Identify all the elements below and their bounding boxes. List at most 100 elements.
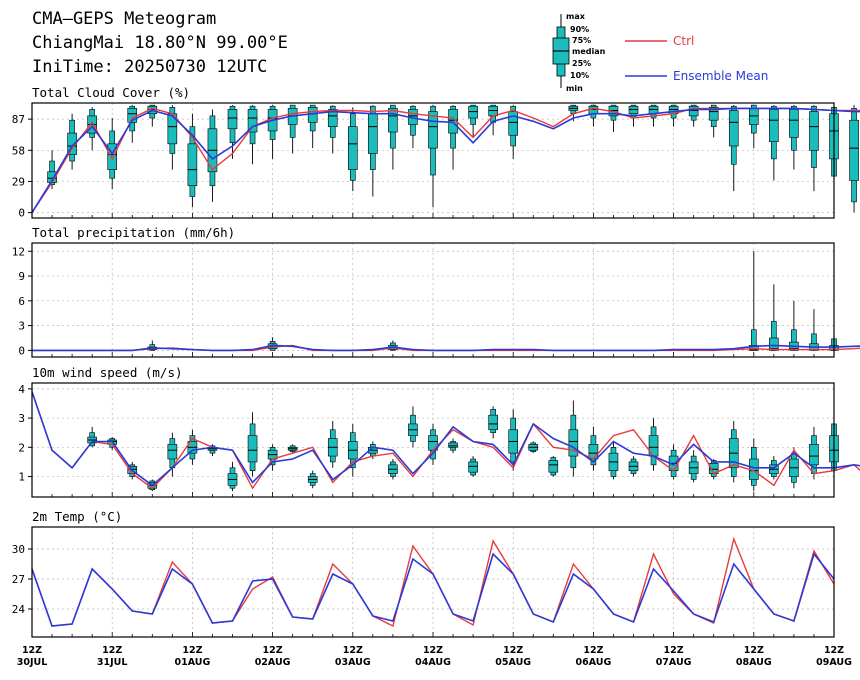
panel-frame: [31, 242, 835, 358]
box-plot: [87, 426, 97, 448]
box-plot: [548, 456, 559, 477]
legend-max-label: max: [566, 12, 586, 21]
box-plot: [408, 105, 418, 149]
y-tick-label: 4: [18, 383, 25, 396]
box-legend: max 90% 75% median 25% 10% min: [552, 12, 606, 93]
box-plot: [528, 441, 539, 454]
box-p25-p75: [809, 444, 819, 466]
box-p25-p75: [588, 105, 599, 115]
box-p25-p75: [748, 345, 759, 351]
box-plot: [247, 412, 258, 477]
box-plot: [287, 104, 298, 154]
x-tick-hour: 12Z: [182, 645, 202, 656]
box-plot: [608, 104, 619, 133]
x-tick-hour: 12Z: [343, 645, 363, 656]
box-plot: [789, 105, 799, 170]
box-plot: [748, 251, 759, 351]
box-plot: [388, 104, 398, 170]
box-p25-p75: [849, 119, 859, 181]
box-plot: [688, 450, 699, 483]
box-p25-p75: [789, 109, 799, 138]
x-tick-date: 04AUG: [415, 657, 451, 668]
y-tick-label: 2: [18, 441, 25, 454]
y-tick-label: 27: [12, 573, 25, 586]
box-plot: [809, 426, 819, 480]
mean-series-line: [31, 391, 860, 487]
box-plot: [267, 337, 278, 351]
x-tick-date: 30JUL: [17, 657, 48, 668]
box-plot: [267, 105, 278, 159]
x-tick-hour: 12Z: [102, 645, 122, 656]
box-plot: [508, 105, 519, 159]
box-plot: [368, 105, 378, 197]
box-p25-p75: [247, 435, 258, 463]
box-plot: [468, 104, 478, 138]
location-label: ChiangMai 18.80°N 99.00°E: [32, 33, 288, 53]
box-plot: [668, 104, 679, 127]
legend-mean-label: Ensemble Mean: [673, 69, 768, 83]
x-tick-date: 09AUG: [816, 657, 852, 668]
panel-frame: [31, 102, 835, 219]
x-axis: 12Z30JUL12Z31JUL12Z01AUG12Z02AUG12Z03AUG…: [17, 645, 852, 668]
box-p25-p75: [748, 108, 759, 125]
box-plot: [408, 406, 418, 448]
mean-series-line: [31, 107, 860, 214]
box-p25-p75: [468, 105, 478, 119]
box-plot: [247, 105, 258, 165]
box-plot: [809, 309, 819, 351]
box-p25-p75: [368, 113, 378, 154]
box-plot: [347, 423, 358, 477]
legend-min-label: min: [566, 84, 583, 93]
box-plot: [648, 418, 659, 471]
box-plot: [488, 104, 498, 136]
init-time-label: IniTime: 20250730 12UTC: [32, 57, 267, 77]
box-p25-p75: [728, 110, 739, 147]
box-plot: [769, 105, 779, 181]
panel-title: 2m Temp (°C): [32, 509, 122, 524]
box-plot: [568, 400, 579, 477]
box-plot: [227, 461, 238, 492]
box-plot: [207, 109, 218, 202]
box-plot: [849, 105, 859, 213]
x-tick-hour: 12Z: [423, 645, 443, 656]
y-tick-label: 6: [18, 295, 25, 308]
y-tick-label: 30: [12, 543, 25, 556]
box-p25-p75: [227, 109, 238, 130]
box-plot: [287, 444, 298, 454]
box-plot: [508, 409, 519, 471]
box-p25-p75: [448, 109, 458, 134]
box-plot: [327, 421, 338, 468]
box-p25-p75: [347, 126, 358, 170]
x-tick-hour: 12Z: [583, 645, 603, 656]
box-plot: [347, 107, 358, 192]
chart-title: CMA—GEPS Meteogram: [32, 9, 216, 29]
x-tick-hour: 12Z: [503, 645, 523, 656]
box-p25-p75: [488, 414, 498, 431]
box-p25-p75: [568, 429, 579, 457]
legend-p10-label: 10%: [570, 71, 589, 80]
box-plot: [748, 438, 759, 492]
y-tick-label: 12: [12, 245, 25, 258]
legend-ctrl-label: Ctrl: [673, 34, 694, 48]
ctrl-series-line: [31, 107, 860, 213]
y-tick-label: 29: [12, 175, 25, 188]
box-plot: [227, 105, 238, 159]
box-p25-p75: [628, 105, 639, 115]
box-p25-p75: [167, 444, 178, 460]
y-tick-label: 24: [12, 603, 26, 616]
legend-p90-label: 90%: [570, 25, 589, 34]
box-p25-p75: [327, 109, 338, 127]
x-tick-hour: 12Z: [824, 645, 844, 656]
box-plot: [388, 459, 398, 480]
x-tick-date: 06AUG: [576, 657, 612, 668]
box-p25-p75: [588, 444, 599, 460]
panel-frame: [31, 526, 835, 638]
y-tick-label: 0: [18, 207, 25, 220]
box-plot: [327, 105, 338, 154]
mean-series-line: [31, 552, 835, 627]
legend-p75-label: 75%: [572, 36, 591, 45]
panel-1: Total precipitation (mm/6h) 0 3 6 9 12: [12, 225, 860, 358]
panel-title: Total Cloud Cover (%): [32, 85, 190, 100]
